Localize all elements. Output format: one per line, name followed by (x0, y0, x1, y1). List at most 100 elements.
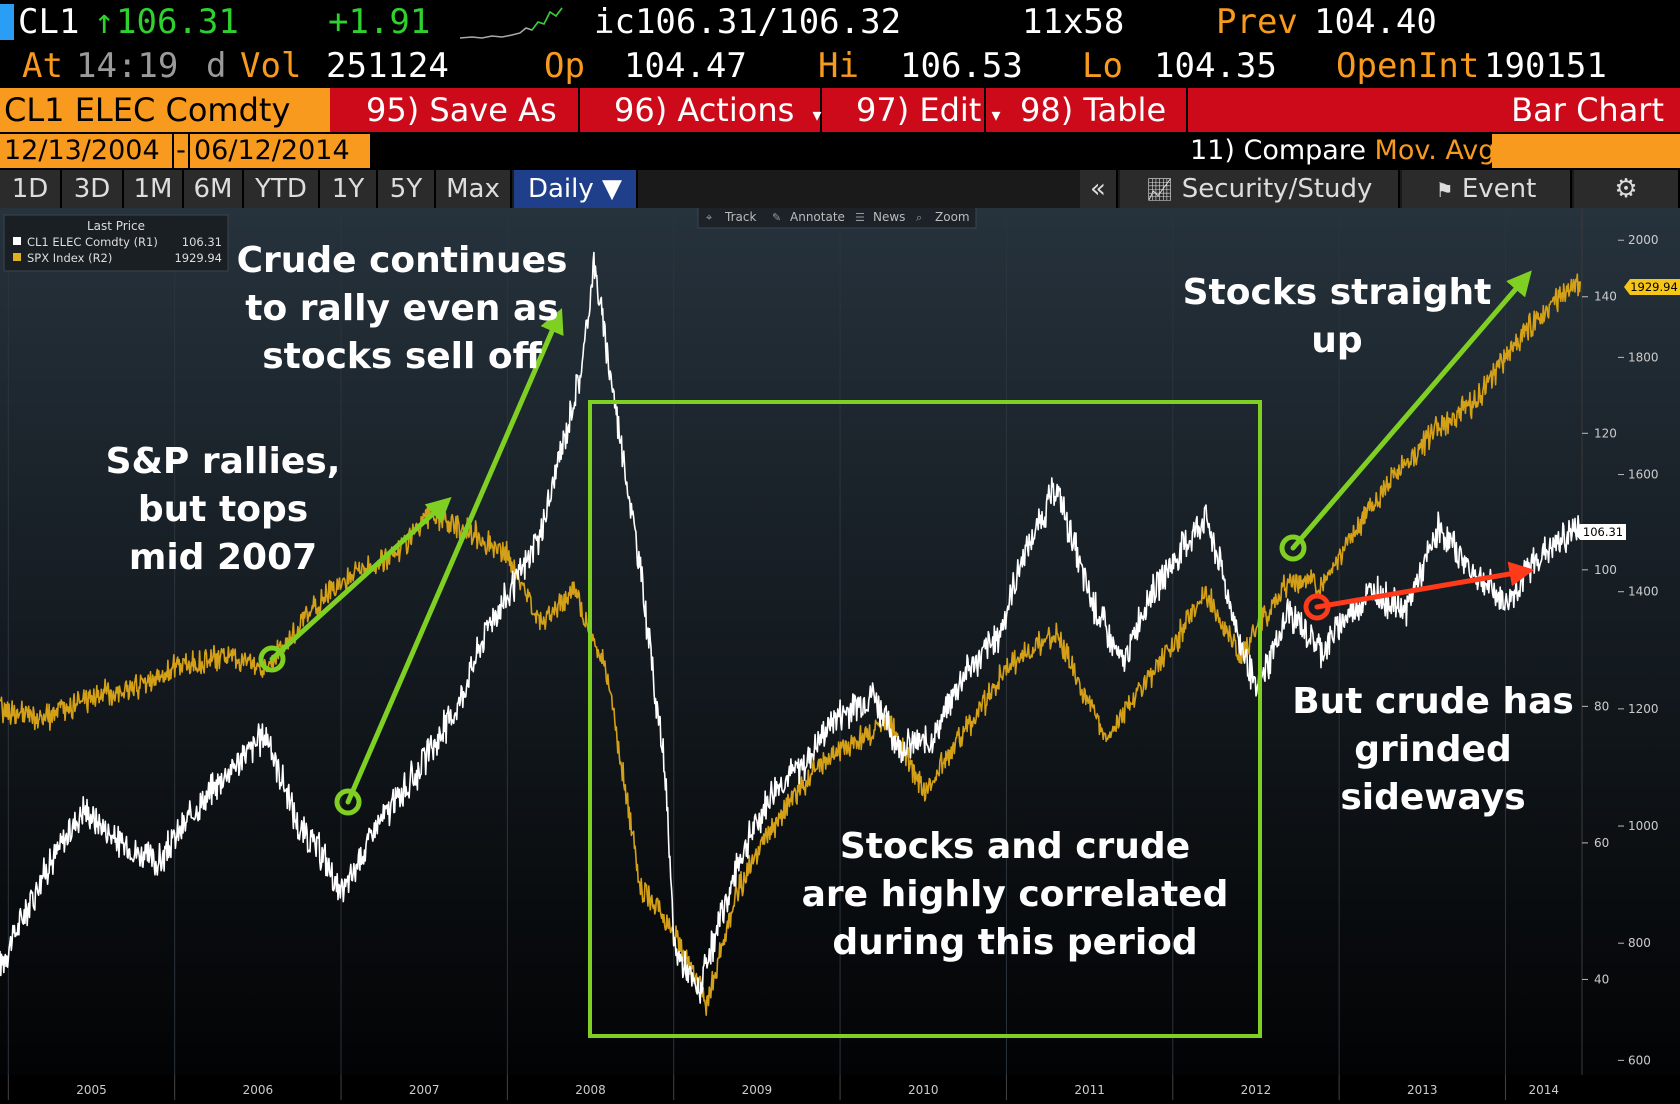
annotation-crude-sideways-2: grinded (1354, 729, 1511, 770)
edit-label: 97) Edit (856, 91, 982, 129)
x-tick-label: 2012 (1241, 1083, 1272, 1097)
annotation-stocks-up-2: up (1311, 320, 1362, 361)
annotation-stocks-up-1: Stocks straight (1183, 272, 1492, 313)
flag-icon: ⚑ (1435, 178, 1454, 202)
r2-tick-label: 600 (1628, 1053, 1651, 1067)
x-tick-label: 2011 (1074, 1083, 1105, 1097)
annotation-correlated-3: during this period (832, 922, 1197, 963)
table-button[interactable]: 98) Table (986, 88, 1188, 132)
crosshair-icon: ⌖ (706, 211, 712, 224)
range-1y-button[interactable]: 1Y (320, 170, 378, 208)
event-label: Event (1461, 174, 1537, 204)
chevron-down-icon: ▾ (991, 105, 1001, 126)
low-price: 104.35 (1154, 46, 1277, 86)
bid-ask-size: 11x58 (1022, 2, 1125, 42)
last-price-tag-crude: 106.31 (1574, 524, 1626, 540)
chart-type-label: Bar Chart (1511, 91, 1664, 129)
news-icon: ☰ (855, 211, 865, 224)
zoom-icon: ⌕ (916, 211, 922, 224)
r1-tick-label: 60 (1594, 836, 1609, 850)
sp-rally-arrow (269, 496, 452, 662)
pencil-icon: ✎ (772, 211, 781, 224)
news-button[interactable]: News (873, 210, 905, 224)
gear-icon[interactable]: ⚙ (1574, 170, 1680, 208)
high-price: 106.53 (900, 46, 1023, 86)
period-dropdown[interactable]: Daily ▼ (514, 170, 638, 208)
security-study-label: Security/Study (1181, 174, 1373, 204)
r2-tick-label: 1600 (1628, 468, 1659, 482)
annotation-correlated-2: are highly correlated (802, 874, 1229, 915)
range-1d-button[interactable]: 1D (0, 170, 62, 208)
actions-menu-button[interactable]: 96) Actions ▾ (580, 88, 822, 132)
date-separator: - (174, 134, 188, 168)
ticker-marker (0, 4, 14, 40)
correlation-box (588, 400, 1262, 1038)
legend-swatch-crude (13, 237, 21, 245)
intraday-sparkline (459, 7, 563, 39)
actions-label: 96) Actions (614, 91, 795, 129)
open-interest: 190151 (1484, 46, 1607, 86)
last-price-spx: 1929.94 (1630, 280, 1678, 294)
collapse-icon[interactable]: « (1080, 170, 1118, 208)
legend-label-spx: SPX Index (R2) (27, 251, 112, 265)
x-tick-label: 2006 (243, 1083, 274, 1097)
at-label: At (22, 46, 63, 86)
security-study-button[interactable]: 📈︎ Security/Study (1120, 170, 1400, 208)
high-label: Hi (818, 46, 859, 86)
range-3d-button[interactable]: 3D (62, 170, 124, 208)
annotate-button[interactable]: Annotate (790, 210, 845, 224)
mov-avgs-link[interactable]: Mov. Avgs (1374, 135, 1510, 166)
r2-tick-label: 2000 (1628, 233, 1659, 247)
annotations: Crude continues to rally even as stocks … (106, 240, 1574, 1038)
x-tick-label: 2013 (1407, 1083, 1438, 1097)
range-6m-button[interactable]: 6M (184, 170, 244, 208)
compare-button[interactable]: 11) Compare Mov. Avgs (1190, 134, 1509, 168)
d-label: d (206, 46, 227, 86)
annotation-crude-sideways-1: But crude has (1292, 681, 1574, 722)
legend-value-crude: 106.31 (182, 235, 222, 249)
event-button[interactable]: ⚑ Event (1402, 170, 1572, 208)
annotation-crude-rally-3: stocks sell off (262, 336, 542, 377)
volume: 251124 (326, 46, 449, 86)
sp-rally-arrow-start (258, 645, 286, 673)
range-max-button[interactable]: Max (436, 170, 512, 208)
annotation-sp-tops-1: S&P rallies, (106, 441, 341, 482)
annotation-sp-tops-2: but tops (138, 489, 308, 530)
last-price: 106.31 (116, 2, 239, 42)
open-label: Op (544, 46, 585, 86)
r2-axis-ticks: 600 800 1000 1200 1400 1600 1800 2000 (1618, 233, 1659, 1067)
range-5y-button[interactable]: 5Y (378, 170, 436, 208)
r1-tick-label: 120 (1594, 426, 1617, 440)
crude-series-line (0, 251, 1581, 1004)
end-date-field[interactable]: 06/12/2014 (190, 134, 370, 168)
price-chart[interactable]: 2005 2006 2007 2008 2009 2010 2011 2012 2013 2014… (0, 205, 1680, 1100)
last-price-tag-spx: 1929.94 (1624, 279, 1680, 295)
zoom-button[interactable]: Zoom (935, 210, 970, 224)
track-button[interactable]: Track (724, 210, 756, 224)
r1-tick-label: 140 (1594, 290, 1617, 304)
legend: Last Price CL1 ELEC Comdty (R1) 106.31 S… (3, 214, 229, 272)
r1-tick-label: 40 (1594, 972, 1609, 986)
legend-label-crude: CL1 ELEC Comdty (R1) (27, 235, 158, 249)
r1-tick-label: 100 (1594, 563, 1617, 577)
x-tick-label: 2014 (1528, 1083, 1559, 1097)
annotation-crude-sideways-3: sideways (1340, 777, 1525, 818)
r2-tick-label: 1400 (1628, 585, 1659, 599)
bid-ask: ic106.31/106.32 (594, 2, 902, 42)
save-as-button[interactable]: 95) Save As (332, 88, 580, 132)
legend-value-spx: 1929.94 (174, 251, 222, 265)
security-field[interactable]: CL1 ELEC Comdty (0, 88, 330, 132)
range-1m-button[interactable]: 1M (124, 170, 184, 208)
ticker: CL1 (18, 2, 80, 42)
crude-sideways-arrow (1314, 561, 1535, 610)
r1-axis-ticks: 40 60 80 100 120 140 (1582, 290, 1617, 986)
x-tick-label: 2008 (575, 1083, 606, 1097)
range-ytd-button[interactable]: YTD (244, 170, 320, 208)
open-interest-label: OpenInt (1336, 46, 1480, 86)
edit-menu-button[interactable]: 97) Edit ▾ (822, 88, 1001, 132)
stocks-up-arrow-start (1279, 534, 1307, 562)
crude-sideways-arrow-start (1303, 593, 1331, 621)
prev-close: 104.40 (1314, 2, 1437, 42)
start-date-field[interactable]: 12/13/2004 (0, 134, 172, 168)
annotation-sp-tops-3: mid 2007 (129, 537, 317, 578)
